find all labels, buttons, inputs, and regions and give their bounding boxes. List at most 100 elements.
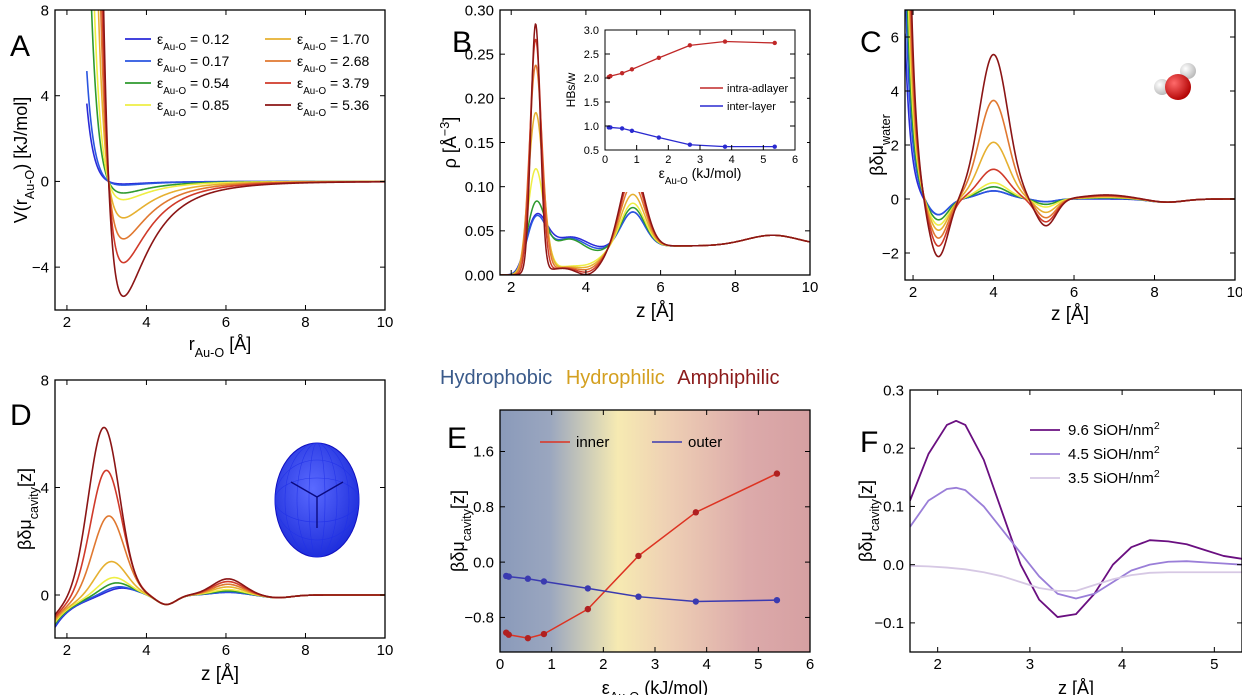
y-tick-label: −0.1	[874, 615, 904, 632]
y-tick-label: 6	[891, 29, 899, 46]
y-tick-label: 0.30	[465, 2, 494, 19]
x-tick-label: 4	[582, 279, 590, 296]
legend-entry: εAu-O = 5.36	[297, 97, 370, 119]
density-curve	[500, 23, 810, 275]
x-axis-label: z [Å]	[1051, 304, 1089, 325]
legend-entry: εAu-O = 2.68	[297, 53, 370, 75]
x-tick-label: 10	[802, 279, 819, 296]
mu-vs-eps-point	[773, 596, 781, 604]
svg-text:ρ [Å−3]: ρ [Å−3]	[438, 117, 460, 169]
plot-frame	[54, 9, 386, 311]
y-tick-label: 1.0	[584, 121, 599, 133]
potential-curve	[86, 103, 385, 185]
y-axis-label: ρ [Å−3]	[438, 117, 460, 169]
panel-d-plot: 2 4 6 8 10 0 4 8 z [Å] βδμcavity[z]	[15, 372, 393, 685]
legend-entry: εAu-O = 0.12	[157, 31, 230, 53]
x-tick-label: 2	[933, 656, 941, 673]
mu-vs-eps-point	[584, 605, 592, 613]
legend-entry: 3.5 SiOH/nm2	[1068, 468, 1160, 487]
y-tick-label: 0.0	[473, 554, 494, 571]
x-tick-label: 5	[754, 656, 762, 673]
legend-entry: outer	[688, 434, 722, 451]
svg-text:βδμcavity[z]: βδμcavity[z]	[448, 490, 474, 572]
y-tick-label: 4	[891, 83, 899, 100]
y-tick-label: 0	[41, 587, 49, 604]
y-tick-label: 1.5	[584, 97, 599, 109]
x-tick-label: 2	[665, 154, 671, 166]
legend-entry: εAu-O = 1.70	[297, 31, 370, 53]
silanol-curve	[910, 419, 1242, 618]
x-tick-label: 6	[222, 314, 230, 331]
hbond-point	[608, 73, 613, 79]
mu-vs-eps-point	[540, 578, 548, 585]
mu-vs-eps-point	[505, 631, 512, 638]
x-tick-label: 4	[1118, 656, 1126, 673]
hbond-point	[619, 126, 625, 131]
x-tick-label: 8	[1150, 284, 1158, 301]
x-tick-label: 6	[656, 279, 664, 296]
x-tick-label: 2	[599, 656, 607, 673]
svg-text:εAu-O (kJ/mol): εAu-O (kJ/mol)	[659, 165, 742, 187]
svg-text:rAu-O [Å]: rAu-O [Å]	[189, 334, 251, 360]
x-tick-label: 8	[301, 642, 309, 659]
mu-cavity-curve	[55, 587, 385, 628]
panel-letter-e: E	[447, 422, 467, 455]
panel-e: 0 1 2 3 4 5 6 −0.8 0.0 0.8 1.6 inner outer εAu-O (kJ/…	[448, 409, 814, 695]
mu-vs-eps-point	[505, 573, 512, 580]
mu-vs-eps-point	[692, 509, 700, 516]
x-tick-label: 0	[602, 154, 608, 166]
mu-vs-eps-line	[506, 575, 777, 603]
plot-frame	[909, 389, 1242, 653]
hbond-point	[772, 40, 777, 46]
mu-vs-eps-point	[692, 598, 700, 605]
x-tick-label: 2	[63, 642, 71, 659]
legend-entry: εAu-O = 0.85	[157, 97, 230, 119]
panel-letter-b: B	[452, 26, 472, 59]
mu-water-curve	[908, 10, 1235, 231]
x-tick-label: 4	[142, 314, 150, 331]
mu-vs-eps-point	[635, 552, 642, 560]
x-tick-label: 2	[909, 284, 917, 301]
y-axis-label: βδμcavity[z]	[448, 490, 474, 572]
x-tick-label: 3	[651, 656, 659, 673]
y-tick-label: 3.0	[584, 25, 599, 37]
category-header: Hydrophobic Hydrophilic Amphiphilic	[440, 367, 780, 389]
y-tick-label: 4	[41, 480, 49, 497]
x-axis-label: rAu-O [Å]	[189, 334, 251, 360]
legend-entry: 9.6 SiOH/nm2	[1068, 420, 1160, 439]
hbond-point	[687, 142, 693, 147]
hbond-point	[722, 144, 728, 149]
category-hydrophobic: Hydrophobic	[440, 367, 552, 389]
x-tick-label: 5	[760, 154, 766, 166]
y-tick-label: 1.6	[473, 444, 494, 461]
x-tick-label: 8	[301, 314, 309, 331]
hbond-point	[629, 128, 635, 133]
x-tick-label: 6	[222, 642, 230, 659]
y-tick-label: 2.0	[584, 73, 599, 85]
y-tick-label: 8	[41, 372, 49, 389]
y-tick-label: −0.8	[464, 610, 494, 627]
legend-entry: εAu-O = 0.54	[157, 75, 230, 97]
hbond-point	[656, 135, 662, 140]
legend-entry: inner	[576, 434, 609, 451]
x-tick-label: 4	[142, 642, 150, 659]
category-hydrophilic: Hydrophilic	[566, 367, 665, 389]
hbond-point	[722, 39, 728, 44]
x-tick-label: 6	[1070, 284, 1078, 301]
y-tick-label: 0.5	[584, 145, 599, 157]
svg-text:βδμcavity[z]: βδμcavity[z]	[856, 480, 882, 562]
hbond-inset: 0 1 2 3 4 5 6 0.5 1.0 1.5 2.0 2.5 3.0 intra-adlayer in…	[555, 22, 807, 192]
y-tick-label: 0.0	[883, 557, 904, 574]
y-axis-label: βδμcavity[z]	[15, 468, 41, 550]
x-axis-label: z [Å]	[201, 664, 239, 685]
x-tick-label: 3	[697, 154, 703, 166]
x-tick-label: 4	[702, 656, 710, 673]
svg-text:βδμwater: βδμwater	[867, 114, 893, 176]
y-tick-label: 2.5	[584, 49, 599, 61]
y-tick-label: 0.00	[465, 267, 494, 284]
y-tick-label: 0.1	[883, 499, 904, 516]
